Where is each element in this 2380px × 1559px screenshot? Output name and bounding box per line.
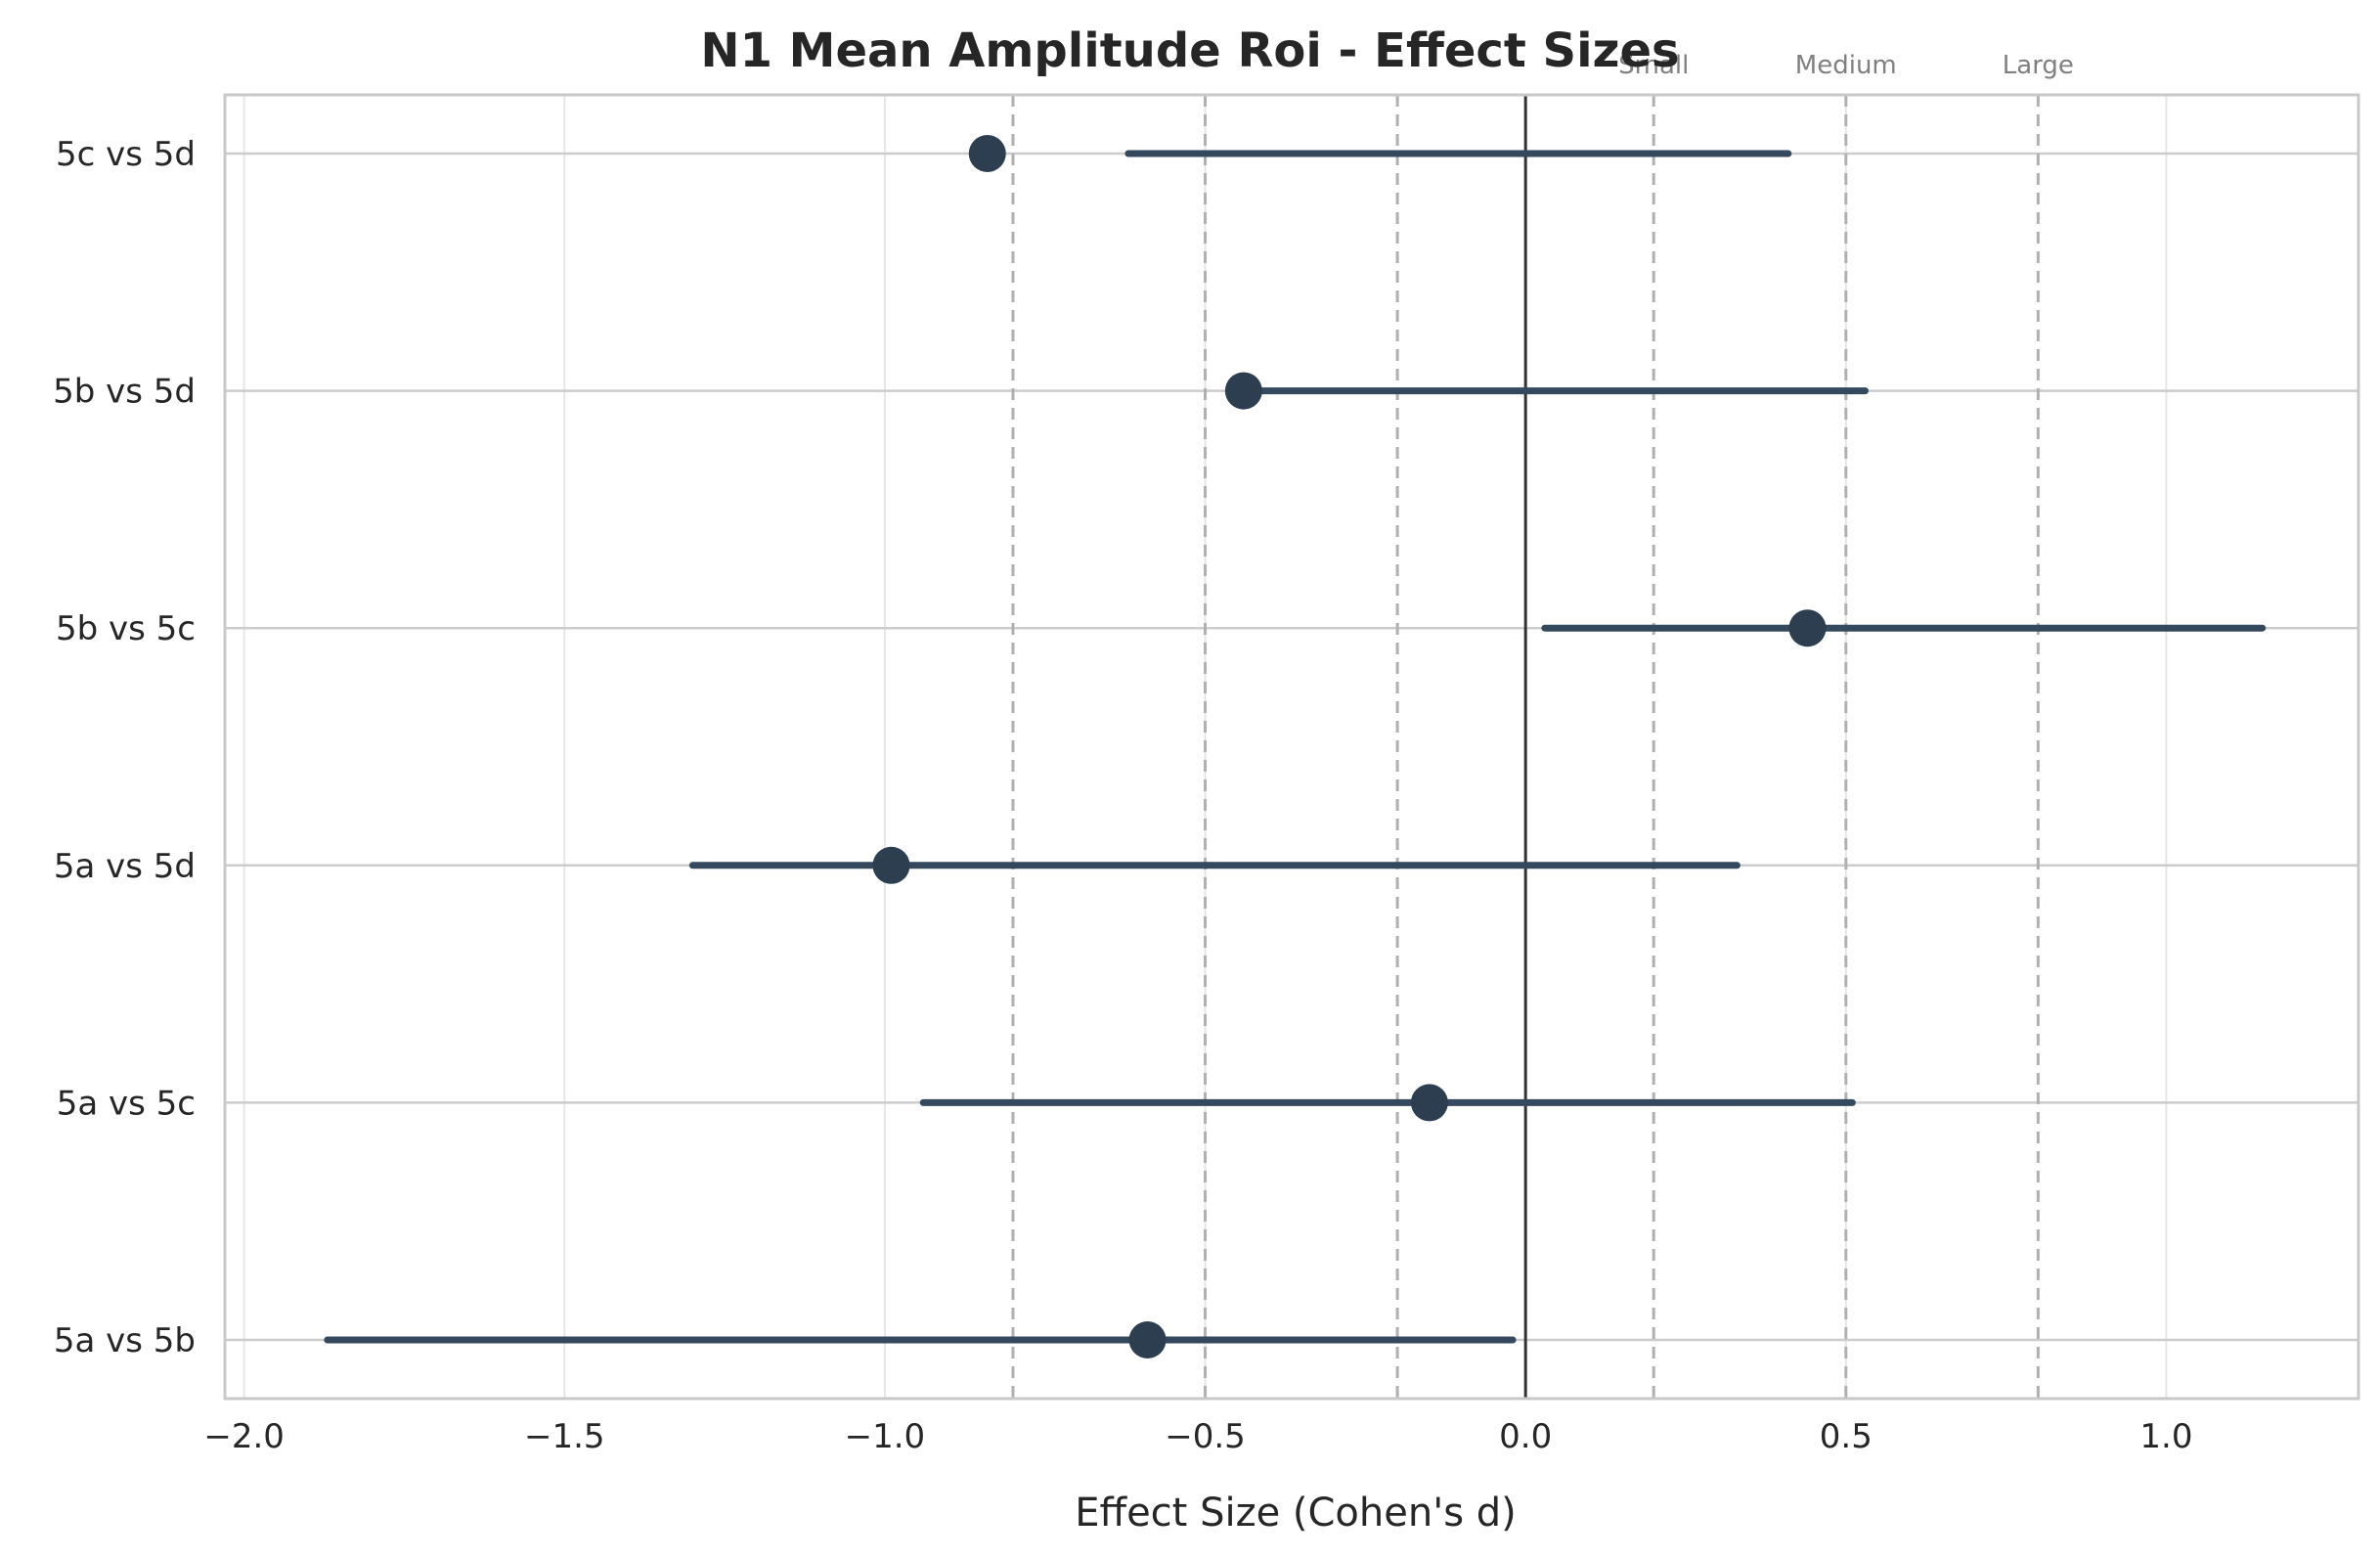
y-tick-label-2: 5b vs 5c <box>56 609 196 648</box>
reference-label-1: Medium <box>1795 51 1897 80</box>
y-tick-label-0: 5c vs 5d <box>56 135 196 174</box>
reference-labels: Small Medium Large <box>1618 51 2074 80</box>
effect-point-1 <box>1224 372 1262 410</box>
x-tick-labels: −2.0 −1.5 −1.0 −0.5 0.0 0.5 1.0 <box>203 1417 2192 1456</box>
effect-point-3 <box>872 846 910 884</box>
effect-point-5 <box>1128 1321 1167 1359</box>
y-tick-label-4: 5a vs 5c <box>57 1084 196 1123</box>
x-axis-label: Effect Size (Cohen's d) <box>1075 1491 1517 1536</box>
effect-point-0 <box>968 135 1006 172</box>
y-tick-label-5: 5a vs 5b <box>54 1321 196 1360</box>
x-tick-label-3: −0.5 <box>1165 1417 1246 1456</box>
effect-point-2 <box>1788 609 1827 647</box>
effect-size-points <box>872 135 1827 1359</box>
plot-frame <box>223 93 2360 1401</box>
y-tick-labels: 5c vs 5d 5b vs 5d 5b vs 5c 5a vs 5d 5a vs 5c… <box>53 135 196 1360</box>
chart-title: N1 Mean Amplitude Roi - Effect Sizes <box>700 23 1679 78</box>
x-tick-label-6: 1.0 <box>2139 1417 2192 1456</box>
x-tick-label-1: −1.5 <box>524 1417 605 1456</box>
reference-label-0: Small <box>1618 51 1689 80</box>
effect-point-4 <box>1410 1084 1448 1122</box>
x-tick-label-0: −2.0 <box>203 1417 285 1456</box>
reference-lines <box>1011 95 2040 1399</box>
x-tick-label-4: 0.0 <box>1499 1417 1552 1456</box>
y-tick-label-1: 5b vs 5d <box>53 373 196 412</box>
x-tick-label-5: 0.5 <box>1820 1417 1873 1456</box>
x-tick-label-2: −1.0 <box>845 1417 926 1456</box>
reference-label-2: Large <box>2003 51 2074 80</box>
y-tick-label-3: 5a vs 5d <box>54 847 196 886</box>
confidence-intervals <box>324 150 2267 1344</box>
